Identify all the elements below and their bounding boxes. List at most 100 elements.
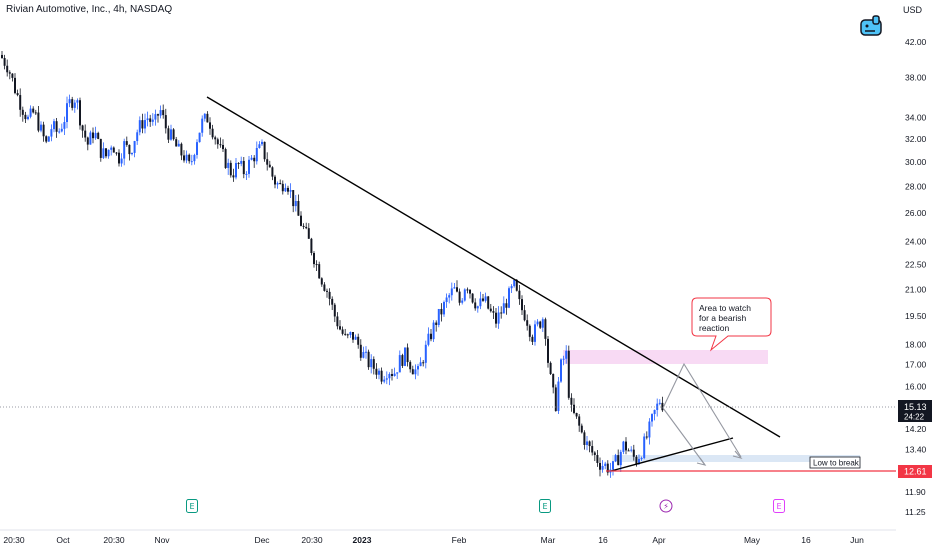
low-price-badge xyxy=(898,465,932,478)
candle-body xyxy=(164,115,167,129)
candle-body xyxy=(289,190,292,192)
candle-body xyxy=(630,449,633,451)
x-tick-label: 20:30 xyxy=(301,535,323,545)
last-price-badge xyxy=(898,400,932,422)
candle-body xyxy=(146,118,149,121)
break-zone xyxy=(612,455,860,462)
candle-body xyxy=(440,308,443,315)
candle-body xyxy=(482,298,484,301)
candle-body xyxy=(149,118,152,122)
candle-body xyxy=(575,412,578,417)
candle-body xyxy=(385,378,388,380)
candle-body xyxy=(144,120,146,129)
y-tick-label: 13.40 xyxy=(905,445,927,455)
candle-body xyxy=(313,253,315,265)
candle-body xyxy=(341,329,344,334)
candle-body xyxy=(339,326,341,330)
candle-body xyxy=(131,152,133,155)
candle-body xyxy=(476,306,479,309)
candle-body xyxy=(32,108,35,113)
earnings-icon xyxy=(539,499,551,513)
y-tick-label: 32.00 xyxy=(905,134,927,144)
candle-body xyxy=(92,132,94,139)
candle-body xyxy=(203,113,206,119)
candle-body xyxy=(24,114,27,120)
candle-body xyxy=(354,336,357,340)
candle-body xyxy=(240,160,243,164)
candle-body xyxy=(118,152,120,164)
event-label: ⚡ xyxy=(663,502,669,511)
candle-body xyxy=(123,141,126,159)
last-price-label: 15.13 xyxy=(904,402,927,412)
y-tick-label: 11.25 xyxy=(905,507,926,517)
candle-body xyxy=(370,359,373,368)
candle-body xyxy=(300,215,302,226)
candle-body xyxy=(430,333,432,340)
candle-body xyxy=(453,287,456,289)
candle-body xyxy=(469,289,471,294)
callout-line: Area to watch xyxy=(699,303,751,313)
countdown-label: 24:22 xyxy=(904,413,925,422)
candle-body xyxy=(398,355,401,373)
candle-body xyxy=(651,414,653,422)
candle-body xyxy=(619,451,622,466)
candle-body xyxy=(604,463,607,466)
candle-body xyxy=(497,312,500,324)
candle-body xyxy=(255,147,258,162)
candle-body xyxy=(437,308,440,325)
candle-body xyxy=(539,321,542,328)
candle-body xyxy=(328,291,331,299)
candle-body xyxy=(107,149,110,157)
candle-body xyxy=(588,441,591,447)
candle-body xyxy=(19,95,22,110)
candle-body xyxy=(445,297,448,302)
candle-body xyxy=(565,350,568,359)
candle-body xyxy=(458,291,461,303)
y-tick-label: 11.90 xyxy=(905,487,926,497)
candle-body xyxy=(227,162,230,168)
candle-body xyxy=(201,118,204,133)
candle-body xyxy=(63,122,66,129)
candle-body xyxy=(79,100,81,126)
candle-body xyxy=(463,289,466,301)
candle-body xyxy=(479,298,482,307)
candle-body xyxy=(518,290,521,300)
candle-body xyxy=(86,137,89,145)
candle-body xyxy=(8,72,11,74)
candle-body xyxy=(622,441,625,452)
callout-text: Area to watch for a bearish reaction xyxy=(699,303,751,333)
candle-body xyxy=(268,164,271,168)
candle-body xyxy=(50,129,53,137)
candle-body xyxy=(560,359,562,382)
candle-body xyxy=(352,332,354,340)
candle-body xyxy=(47,136,50,142)
candle-body xyxy=(185,154,188,161)
y-tick-label: 24.00 xyxy=(905,237,927,247)
callout-line: reaction xyxy=(699,323,730,333)
candle-body xyxy=(222,144,224,150)
candle-body xyxy=(261,141,263,145)
time-axis[interactable]: 20:30 Oct 20:30 Nov Dec 20:30 2023 Feb Mar 16 Apr M… xyxy=(0,529,896,545)
candle-body xyxy=(58,131,61,133)
candle-body xyxy=(320,278,323,285)
candle-body xyxy=(531,336,534,342)
candle-body xyxy=(216,139,219,145)
candle-body xyxy=(198,132,201,143)
y-tick-label: 38.00 xyxy=(905,73,927,83)
currency-label[interactable]: USD xyxy=(902,5,922,15)
candle-body xyxy=(380,370,383,382)
y-tick-label: 19.50 xyxy=(905,311,927,321)
price-axis[interactable]: 42.00 38.00 34.00 32.00 30.00 28.00 26.00 24.00… xyxy=(896,0,932,550)
candle-body xyxy=(396,372,399,374)
candle-body xyxy=(612,461,614,470)
candle-body xyxy=(484,296,487,301)
candle-body xyxy=(593,452,596,456)
candle-body xyxy=(362,351,365,358)
candle-body xyxy=(125,141,128,145)
candle-body xyxy=(419,362,422,367)
candle-body xyxy=(214,137,217,140)
candle-body xyxy=(578,416,581,426)
candle-body xyxy=(515,279,518,291)
candle-body xyxy=(596,455,599,463)
